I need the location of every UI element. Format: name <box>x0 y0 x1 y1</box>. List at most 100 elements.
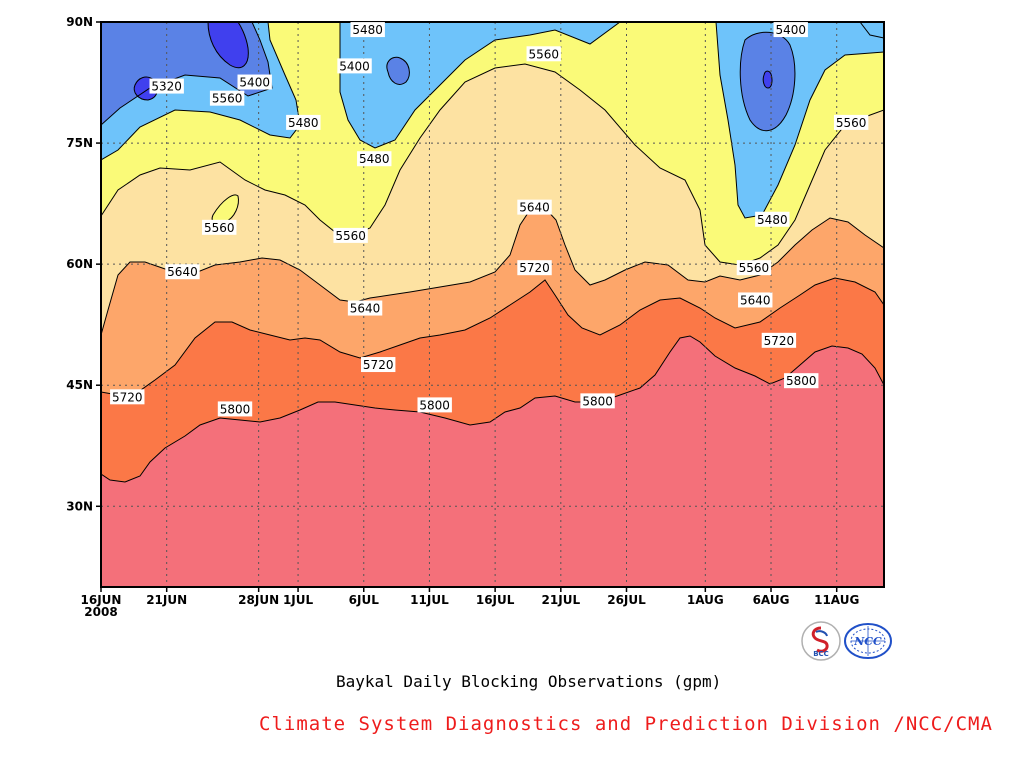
contour-label-bg <box>755 211 790 227</box>
contour-label-text: 5560 <box>204 221 235 235</box>
contour-label-text: 5640 <box>519 201 550 215</box>
contour-5400-b <box>386 56 410 85</box>
contour-label: 5480 <box>357 151 392 167</box>
contour-label-text: 5800 <box>786 374 817 388</box>
bcc-logo-icon: BCC <box>801 621 841 661</box>
contour-label-bg <box>738 292 773 308</box>
contour-label: 5640 <box>517 199 552 215</box>
contour-label: 5720 <box>361 357 396 373</box>
contour-5720 <box>101 277 884 396</box>
contour-label: 5800 <box>580 393 615 409</box>
x-tick-label: 11JUL <box>410 593 449 607</box>
contour-label-bg <box>833 114 869 130</box>
fill-below-5320-c <box>763 71 772 88</box>
contour-label: 5400 <box>337 58 372 73</box>
fill-below-5320 <box>208 22 249 68</box>
contour-label: 5560 <box>202 219 237 235</box>
contour-label: 5560 <box>209 90 245 106</box>
contour-label-text: 5400 <box>775 23 806 37</box>
fill-5320-5400-b <box>386 57 410 85</box>
fill-5480-5560-island <box>212 194 239 224</box>
x-tick-label: 6AUG <box>753 593 790 607</box>
contour-label: 5640 <box>347 300 383 316</box>
x-tick-label: 21JUN <box>146 593 187 607</box>
contour-label-bg <box>773 22 808 38</box>
contour-label-text: 5560 <box>335 229 366 243</box>
contour-label-bg <box>417 397 452 413</box>
contour-label-bg <box>149 78 184 94</box>
contour-5320-c <box>762 70 773 89</box>
contour-label-text: 5560 <box>739 261 770 275</box>
contour-label-bg <box>237 74 272 90</box>
contour-label-text: 5400 <box>339 59 370 73</box>
contour-fills <box>101 22 884 587</box>
contour-label: 5400 <box>773 22 808 38</box>
contour-top-right <box>859 22 884 39</box>
x-tick-label: 2008 <box>84 605 117 619</box>
contour-label-bg <box>517 199 552 215</box>
contour-label-text: 5720 <box>363 358 394 372</box>
ncc-logo-icon: NCC <box>844 623 892 659</box>
contour-label-text: 5640 <box>167 265 198 279</box>
contour-label-bg <box>350 22 385 38</box>
contour-label: 5640 <box>738 292 773 308</box>
contour-5800 <box>101 335 884 483</box>
contour-label-text: 5800 <box>220 402 251 416</box>
contour-label-text: 5320 <box>151 80 182 94</box>
contour-label: 5720 <box>110 389 145 405</box>
fill-above-5800 <box>101 336 884 587</box>
contour-label-bg <box>333 227 368 243</box>
contour-label-bg <box>736 260 772 276</box>
credit-line: Climate System Diagnostics and Predictio… <box>259 713 993 735</box>
contour-label-text: 5560 <box>528 47 559 61</box>
bcc-logo-text: BCC <box>813 650 829 658</box>
x-tick-label: 6JUL <box>349 593 380 607</box>
contour-label-bg <box>761 332 797 348</box>
contour-label-bg <box>110 389 145 405</box>
x-tick-label: 21JUL <box>542 593 581 607</box>
contour-label-bg <box>217 401 253 417</box>
contour-5480-b <box>339 22 621 149</box>
contour-label-text: 5560 <box>836 116 867 130</box>
x-tick-label: 26JUL <box>607 593 646 607</box>
contour-label-text: 5720 <box>764 334 795 348</box>
contour-label-bg <box>209 90 245 106</box>
contour-label-bg <box>202 219 237 235</box>
contour-label: 5560 <box>833 114 869 130</box>
contour-label: 5480 <box>350 22 385 38</box>
contour-label-text: 5560 <box>212 92 243 106</box>
contour-label-text: 5480 <box>359 152 390 166</box>
contour-5480-a <box>101 22 301 161</box>
axis-ticks <box>96 21 838 592</box>
x-tick-label: 16JUL <box>476 593 515 607</box>
y-tick-label: 45N <box>66 378 93 392</box>
contour-label-text: 5800 <box>419 398 450 412</box>
contour-label: 5800 <box>417 397 452 413</box>
contour-label-text: 5720 <box>112 390 143 404</box>
contour-label-bg <box>580 393 615 409</box>
contour-label: 5320 <box>149 78 184 94</box>
contour-label-text: 5720 <box>519 261 550 275</box>
contour-label: 5720 <box>761 332 797 348</box>
x-tick-label: 16JUN <box>81 593 122 607</box>
contour-label-bg <box>526 46 561 62</box>
contour-label: 5640 <box>165 264 200 280</box>
x-tick-label: 1AUG <box>687 593 724 607</box>
plot-frame <box>100 21 885 588</box>
contour-labels: 5480 5320 5400 5560 5480 5400 5480 5560 5400 5560… <box>110 22 869 417</box>
contour-label: 5400 <box>237 74 272 90</box>
contour-label-text: 5640 <box>740 293 771 307</box>
contour-label-bg <box>357 151 392 167</box>
contour-label-text: 5480 <box>757 213 788 227</box>
x-tick-label: 11AUG <box>814 593 859 607</box>
contour-label: 5480 <box>286 114 321 130</box>
x-tick-label: 28JUN <box>238 593 279 607</box>
contour-5560 <box>101 63 884 266</box>
contour-label-text: 5480 <box>288 116 319 130</box>
contour-label: 5800 <box>217 401 253 417</box>
x-tick-label: 1JUL <box>283 593 314 607</box>
contour-label: 5560 <box>333 227 368 243</box>
chart-title: Baykal Daily Blocking Observations (gpm) <box>336 672 722 691</box>
